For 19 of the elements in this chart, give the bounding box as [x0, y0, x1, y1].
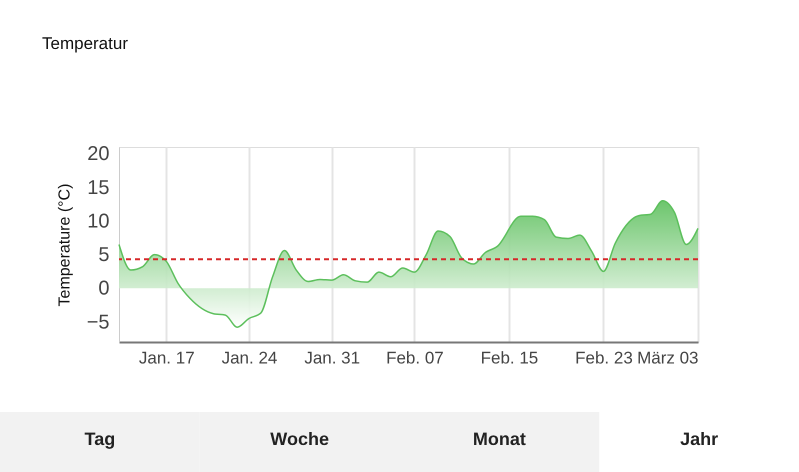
y-tick-label: −5: [86, 311, 110, 334]
text: Tag: [84, 429, 116, 449]
y-tick-label: 20: [87, 143, 110, 166]
x-tick-label: Feb. 15: [480, 348, 538, 368]
x-tick-label: Jan. 31: [304, 348, 360, 368]
y-tick-label: 5: [98, 244, 110, 266]
text: Monat: [472, 429, 526, 449]
x-tick-label: März 03: [637, 348, 698, 368]
x-tick-label: Feb. 07: [386, 348, 444, 368]
y-tick-label: 10: [87, 210, 110, 232]
y-tick-label: 15: [87, 176, 110, 199]
chart-title: Temperatur: [42, 34, 128, 53]
x-tick-label: Feb. 23: [575, 348, 633, 368]
y-axis-title: Temperature (°C): [56, 184, 74, 306]
x-tick-label: Jan. 24: [222, 348, 278, 368]
x-tick-label: Jan. 17: [138, 348, 195, 368]
y-tick-label: 0: [98, 278, 110, 300]
text: Woche: [270, 429, 329, 449]
text: Jahr: [680, 429, 718, 449]
